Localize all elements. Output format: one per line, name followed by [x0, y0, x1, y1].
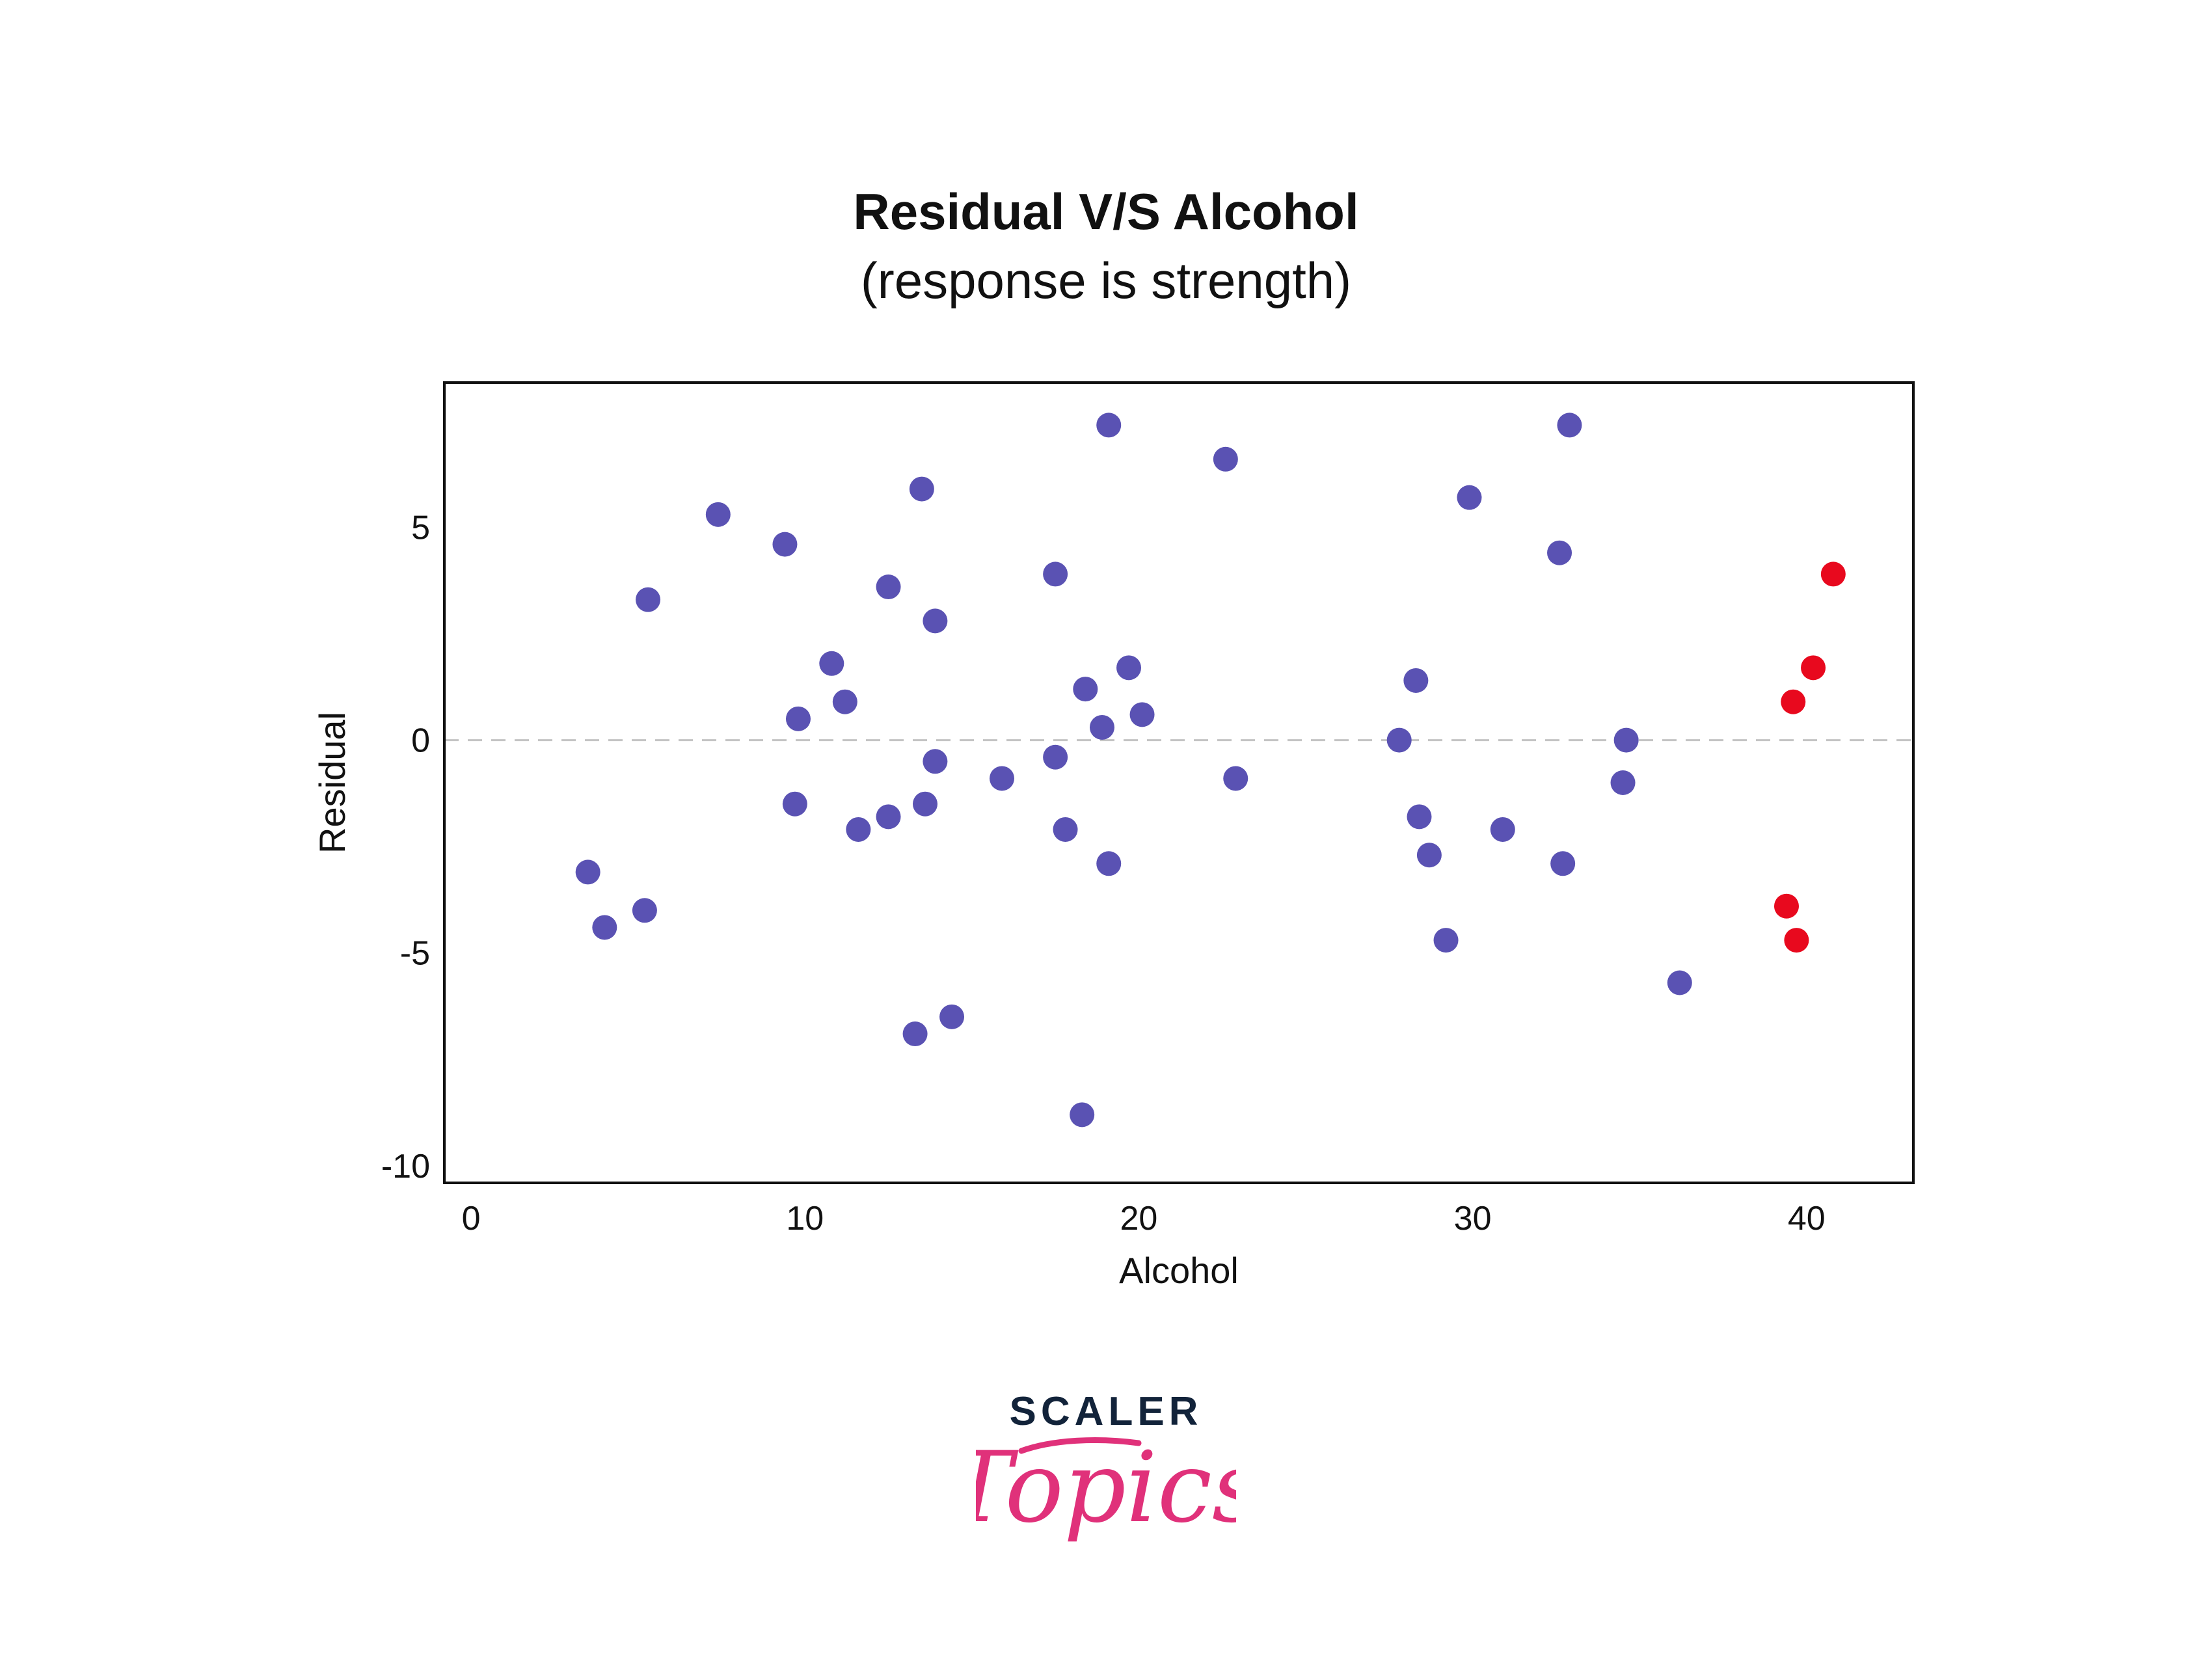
data-point: [636, 587, 661, 612]
data-point: [1557, 412, 1582, 438]
data-point: [1403, 668, 1429, 693]
data-point: [1089, 714, 1114, 740]
highlighted-point: [1820, 561, 1846, 587]
plot-frame: [443, 381, 1915, 1184]
data-point: [1213, 446, 1238, 472]
highlighted-point: [1784, 928, 1809, 953]
x-tick-label: 30: [1454, 1200, 1492, 1237]
x-axis-label: Alcohol: [1119, 1250, 1239, 1291]
data-point: [1043, 744, 1068, 770]
data-point: [1610, 770, 1636, 795]
x-axis-ticks: 0 10 20 30 40: [462, 1200, 1826, 1237]
data-point: [902, 1021, 928, 1047]
data-point: [1416, 843, 1442, 868]
data-point: [923, 608, 948, 634]
data-point: [1433, 928, 1459, 953]
data-point: [939, 1004, 965, 1029]
x-tick-label: 20: [1120, 1200, 1157, 1237]
data-point: [1386, 727, 1412, 753]
x-tick-label: 40: [1788, 1200, 1826, 1237]
data-point: [1096, 412, 1122, 438]
data-point: [1129, 702, 1155, 727]
data-point: [705, 502, 731, 527]
data-point: [575, 859, 600, 885]
y-axis-label: Residual: [312, 712, 353, 854]
points-layer: [575, 412, 1846, 1128]
data-point: [1457, 485, 1482, 510]
highlighted-point: [1774, 893, 1799, 919]
data-point: [990, 766, 1015, 791]
x-tick-label: 10: [786, 1200, 824, 1237]
data-point: [785, 706, 811, 731]
data-point: [1043, 561, 1068, 587]
data-point: [1550, 851, 1576, 876]
data-point: [1667, 970, 1692, 995]
data-point: [876, 574, 901, 600]
data-point: [772, 532, 798, 557]
y-tick-label: 0: [411, 722, 430, 760]
data-point: [1407, 804, 1432, 830]
plot-area: [443, 381, 1915, 1184]
scaler-topics-logo: SCALER Topics: [947, 1379, 1262, 1575]
data-point: [912, 791, 937, 817]
x-tick-label: 0: [462, 1200, 481, 1237]
data-point: [1223, 766, 1248, 791]
data-point: [1116, 655, 1142, 681]
logo-wordmark: SCALER: [1010, 1389, 1203, 1434]
data-point: [819, 651, 844, 676]
data-point: [782, 791, 807, 817]
data-point: [1490, 817, 1515, 842]
data-point: [1070, 1102, 1095, 1128]
logo-script-text: Topics: [976, 1431, 1236, 1545]
data-point: [1613, 727, 1639, 753]
y-tick-label: 5: [411, 509, 430, 547]
data-point: [632, 898, 657, 923]
data-point: [1096, 851, 1122, 876]
y-tick-label: -10: [381, 1148, 430, 1185]
highlighted-point: [1801, 655, 1826, 681]
data-point: [923, 749, 948, 774]
y-axis-ticks: 5 0 -5 -10: [381, 509, 430, 1185]
y-tick-label: -5: [400, 935, 430, 973]
data-point: [1053, 817, 1078, 842]
data-point: [1073, 677, 1098, 702]
chart-subtitle: (response is strength): [861, 252, 1351, 309]
data-point: [876, 804, 901, 830]
chart-title: Residual V/S Alcohol: [853, 183, 1358, 240]
data-point: [1547, 540, 1572, 565]
data-point: [592, 915, 617, 940]
highlighted-point: [1781, 689, 1806, 714]
logo-swash: [1018, 1437, 1142, 1454]
data-point: [832, 689, 857, 714]
data-point: [846, 817, 871, 842]
data-point: [909, 476, 934, 502]
